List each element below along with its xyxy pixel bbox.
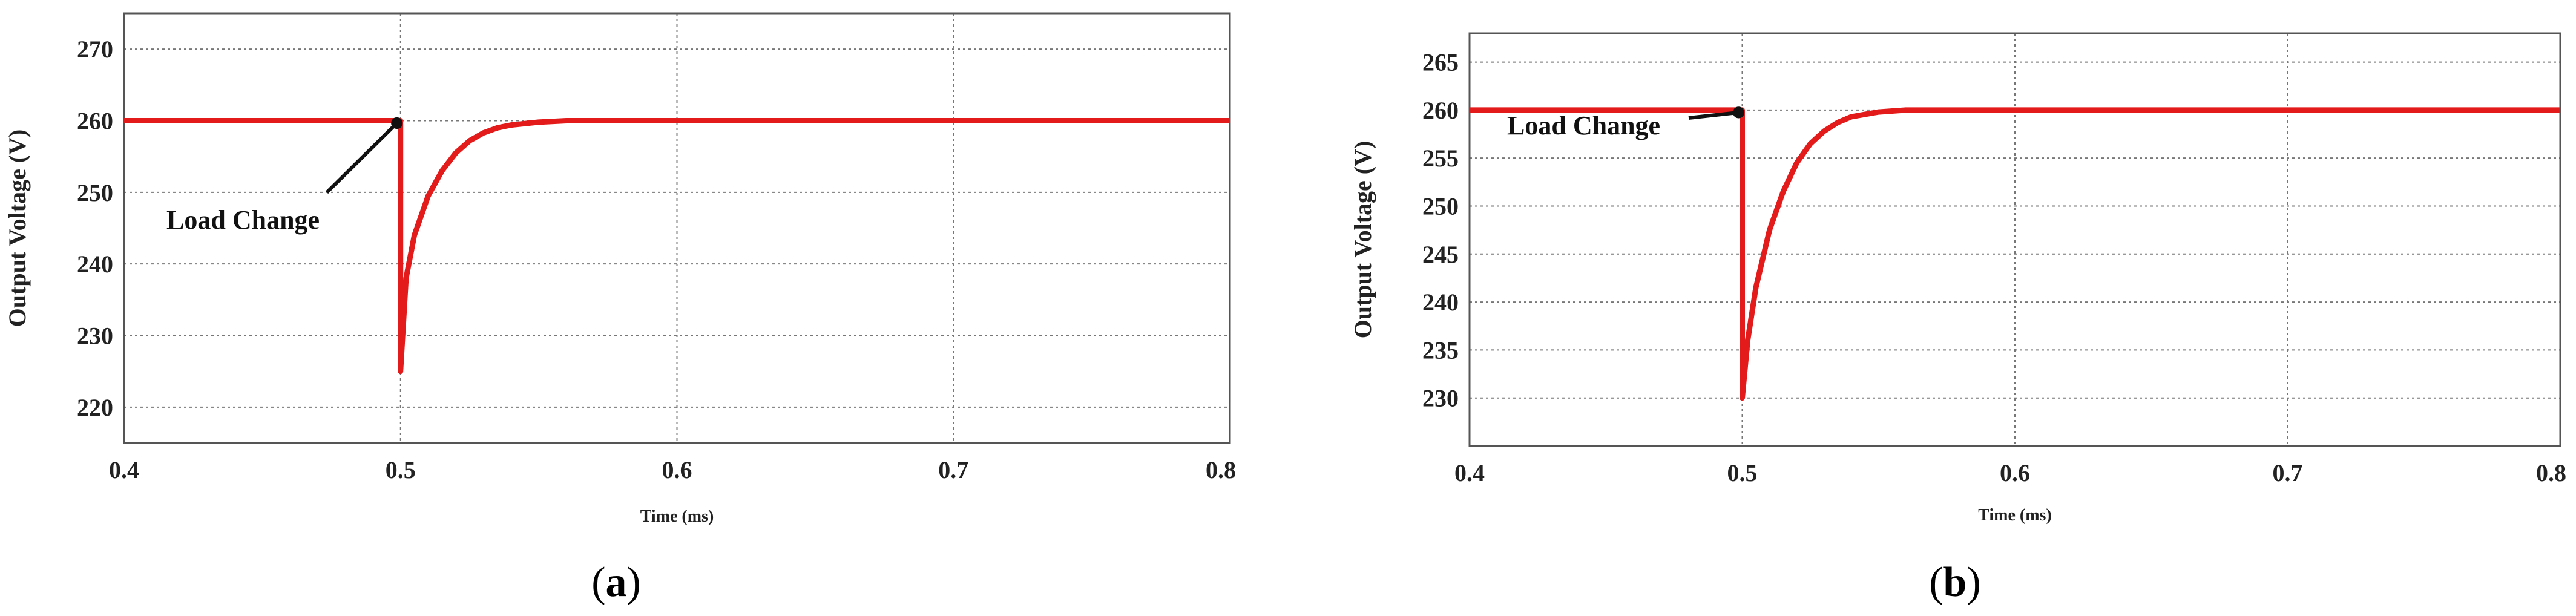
panel-a-annotation-label: Load Change (166, 205, 320, 235)
panel-a: 220 230 240 250 260 270 0.4 0.5 0.6 0.7 0.8 Outpu… (4, 12, 1236, 526)
panel-b-x-tick-label: 0.5 (1727, 459, 1758, 487)
panel-a-x-tick-label: 0.5 (386, 456, 416, 483)
panel-b-x-axis-label: Time (ms) (1978, 506, 2052, 525)
panel-a-y-tick-label: 260 (77, 108, 113, 135)
panel-b-x-tick-label: 0.6 (2000, 459, 2030, 487)
panel-a-annotation-arrow (325, 117, 403, 194)
panel-b-x-tick-label: 0.8 (2536, 459, 2566, 487)
panel-b-x-tick-label: 0.4 (1454, 459, 1485, 487)
panel-a-x-tick-label: 0.8 (1206, 456, 1236, 483)
caption-b-letter: b (1944, 559, 1967, 606)
panel-a-x-tick-label: 0.7 (938, 456, 968, 483)
panel-a-series-line (124, 118, 1230, 375)
panel-a-y-tick-label: 250 (77, 179, 113, 206)
panel-a-y-axis-label: Output Voltage (V) (4, 129, 31, 327)
panel-a-x-tick-label: 0.4 (109, 456, 139, 483)
panel-b-y-tick-label: 265 (1422, 49, 1459, 76)
panel-b: 230 235 240 245 250 255 260 265 0.4 0.5 0.6 0.7 0.8… (1349, 32, 2566, 525)
panel-b-y-tick-label: 240 (1422, 289, 1459, 316)
panel-a-y-tick-label: 270 (77, 36, 113, 63)
panel-b-annotation-arrow (1688, 106, 1745, 120)
panel-b-series-line (1470, 107, 2560, 401)
panel-b-annotation-label: Load Change (1507, 111, 1660, 140)
panel-a-x-ticks: 0.4 0.5 0.6 0.7 0.8 (109, 456, 1236, 483)
panel-a-y-ticks: 220 230 240 250 260 270 (77, 36, 113, 421)
panel-b-y-ticks: 230 235 240 245 250 255 260 265 (1422, 49, 1459, 412)
panel-a-y-tick-label: 240 (77, 251, 113, 278)
caption-a: (a) (591, 559, 641, 606)
panel-b-y-axis-label: Output Voltage (V) (1349, 141, 1376, 339)
panel-a-x-axis-label: Time (ms) (640, 507, 714, 526)
panel-b-y-tick-label: 255 (1422, 145, 1459, 172)
panel-b-y-tick-label: 260 (1422, 97, 1459, 124)
panel-a-plot-frame (123, 12, 1231, 444)
panel-b-y-tick-label: 235 (1422, 336, 1459, 364)
panel-a-y-tick-label: 230 (77, 323, 113, 350)
panel-b-y-tick-label: 250 (1422, 192, 1459, 220)
panel-b-y-tick-label: 245 (1422, 241, 1459, 268)
panel-a-x-tick-label: 0.6 (662, 456, 692, 483)
caption-a-letter: a (606, 559, 627, 606)
panel-a-y-tick-label: 220 (77, 394, 113, 421)
panel-b-x-ticks: 0.4 0.5 0.6 0.7 0.8 (1454, 459, 2566, 487)
caption-b: (b) (1929, 559, 1981, 606)
panel-b-grid (1470, 33, 2560, 446)
panel-b-x-tick-label: 0.7 (2273, 459, 2303, 487)
panel-b-plot-frame (1468, 32, 2561, 447)
panel-b-y-tick-label: 230 (1422, 385, 1459, 412)
